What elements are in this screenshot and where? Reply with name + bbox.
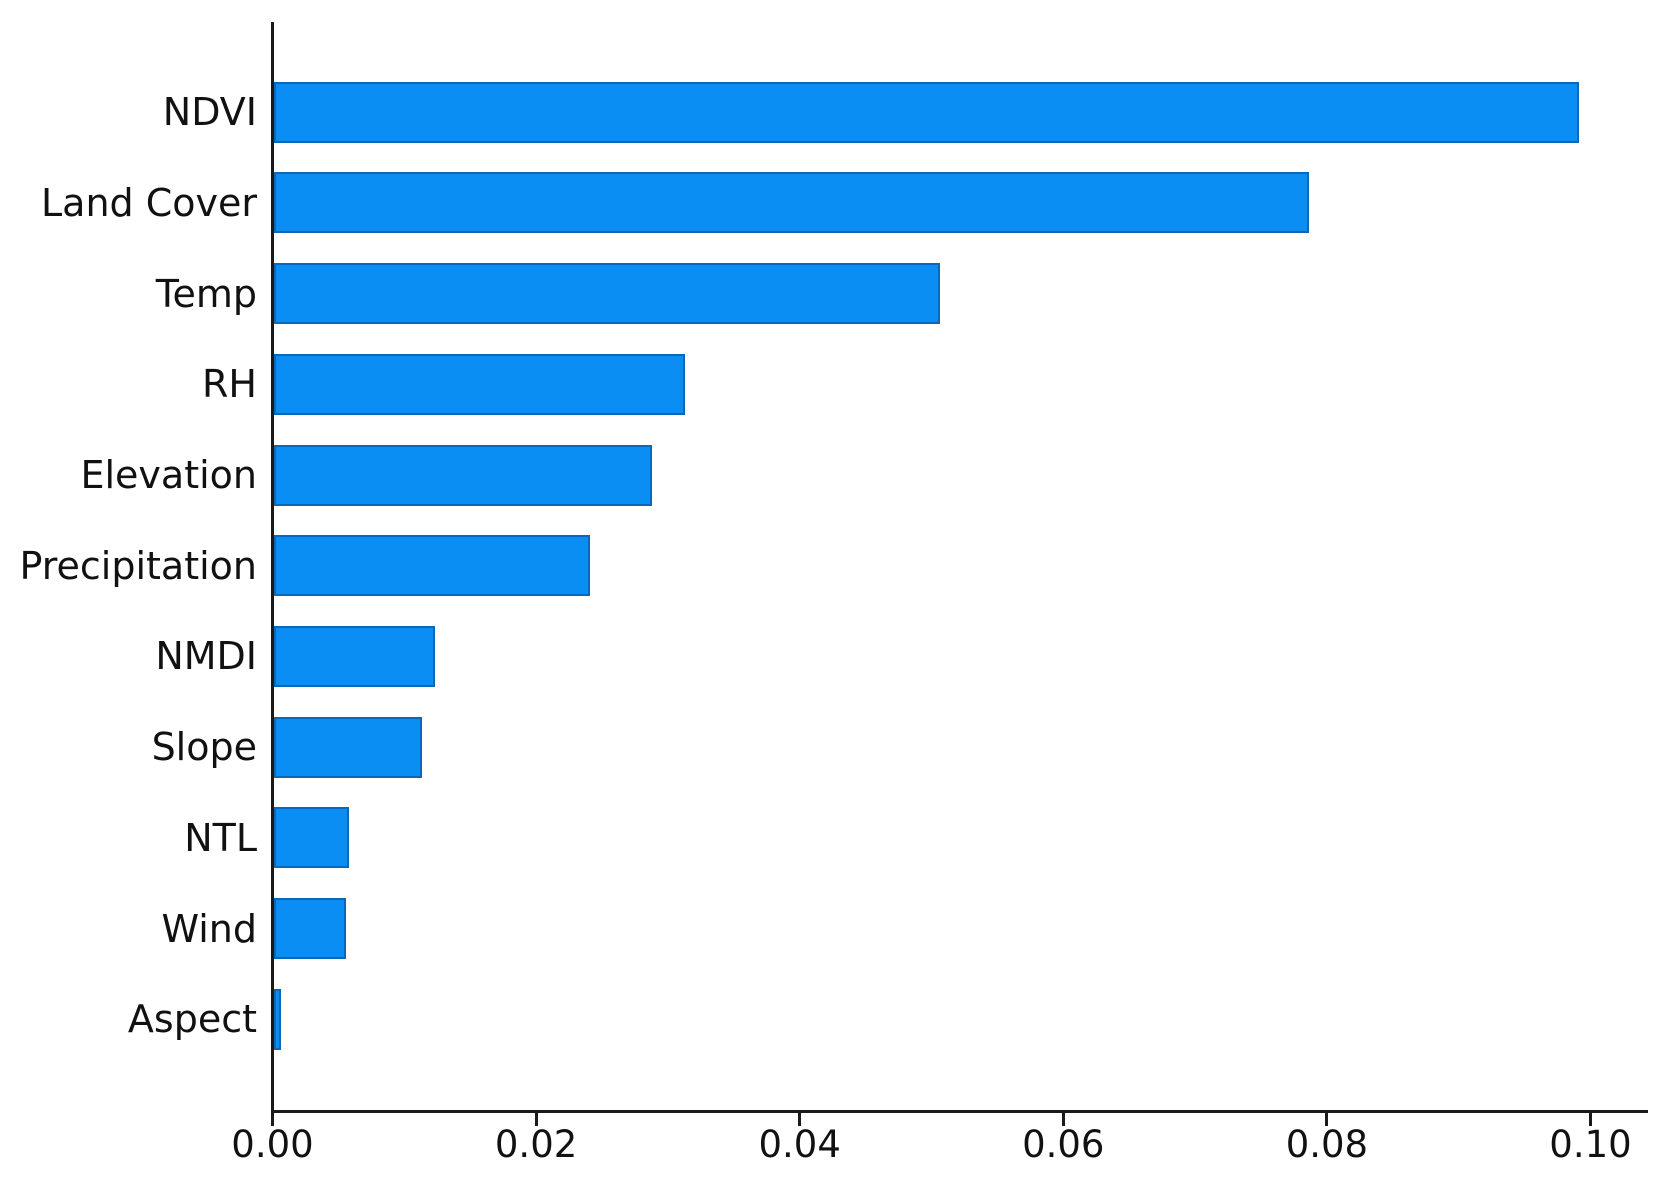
x-tick-mark-0.06 [1061, 1113, 1065, 1126]
category-label-land-cover: Land Cover [40, 180, 257, 225]
x-tick-mark-0.10 [1589, 1113, 1592, 1126]
category-label-rh: RH [202, 362, 257, 407]
x-tick-label-0.10: 0.10 [1549, 1123, 1632, 1166]
x-axis-line [271, 1110, 1648, 1113]
bar-wind [274, 898, 347, 959]
category-label-nmdi: NMDI [155, 634, 257, 679]
category-label-precipitation: Precipitation [19, 543, 257, 588]
x-tick-mark-0.00 [271, 1113, 274, 1126]
bar-elevation [274, 444, 653, 506]
bar-rh [274, 353, 686, 415]
x-tick-label-0.02: 0.02 [494, 1123, 578, 1166]
x-tick-label-0.00: 0.00 [231, 1123, 314, 1166]
x-tick-mark-0.02 [534, 1113, 538, 1126]
x-tick-mark-0.04 [798, 1113, 802, 1126]
category-label-elevation: Elevation [80, 453, 257, 497]
x-tick-label-0.04: 0.04 [758, 1123, 841, 1166]
category-label-ntl: NTL [184, 815, 257, 860]
bar-ntl [274, 807, 350, 869]
x-tick-label-0.06: 0.06 [1022, 1123, 1105, 1166]
y-axis-line [271, 22, 274, 1113]
category-label-temp: Temp [155, 271, 257, 316]
category-label-wind: Wind [161, 906, 257, 951]
bar-aspect [274, 988, 281, 1050]
x-tick-label-0.08: 0.08 [1285, 1123, 1369, 1166]
bar-temp [274, 263, 940, 325]
bar-slope [274, 716, 422, 778]
bar-precipitation [274, 535, 591, 597]
category-label-slope: Slope [151, 725, 257, 770]
bar-nmdi [274, 625, 435, 687]
category-label-ndvi: NDVI [162, 90, 257, 135]
x-tick-mark-0.08 [1325, 1113, 1329, 1126]
category-label-aspect: Aspect [127, 997, 257, 1042]
bar-land-cover [274, 172, 1309, 234]
bar-ndvi [274, 81, 1579, 143]
